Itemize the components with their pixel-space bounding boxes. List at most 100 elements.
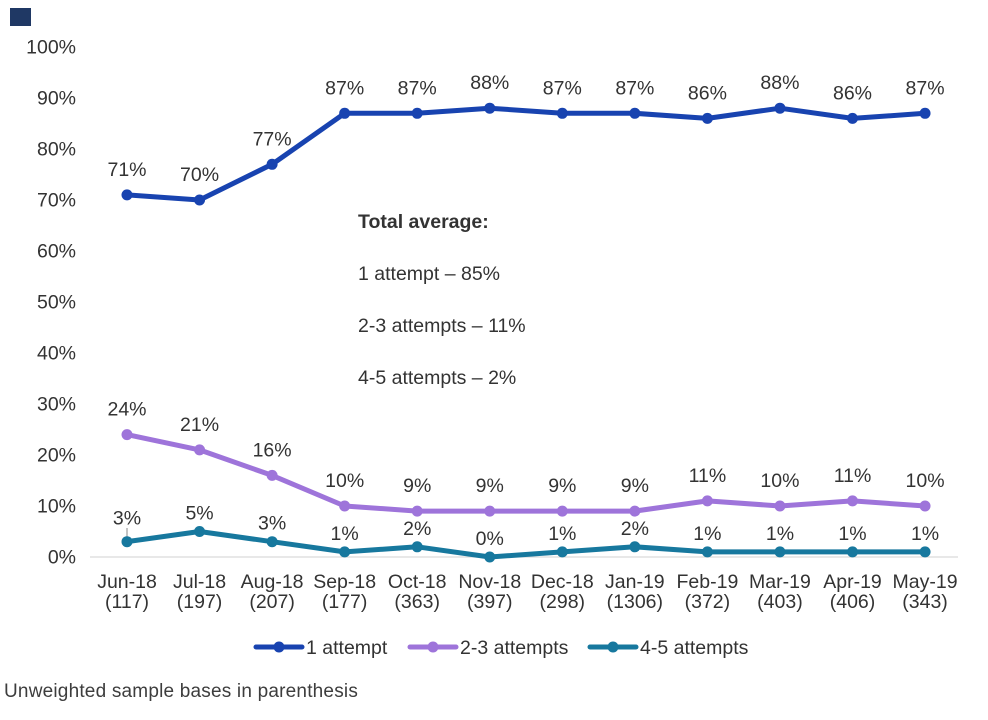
data-point-marker <box>194 526 206 537</box>
x-axis-base-label: (406) <box>830 591 876 613</box>
data-point-marker <box>774 102 786 114</box>
data-point-marker <box>339 500 351 512</box>
data-point-marker <box>847 495 858 507</box>
data-point-label: 9% <box>621 475 649 497</box>
data-point-marker <box>121 189 133 201</box>
y-axis-label: 70% <box>37 190 76 212</box>
data-point-label: 9% <box>403 475 431 497</box>
data-point-marker <box>484 551 496 563</box>
data-point-marker <box>411 107 423 119</box>
data-point-label: 3% <box>113 508 141 530</box>
x-axis-category-label: Jan-19 <box>605 571 665 593</box>
legend-swatch-dot <box>427 641 439 653</box>
data-point-marker <box>701 112 713 124</box>
x-axis-category-label: Aug-18 <box>241 571 304 593</box>
x-axis-category-label: Sep-18 <box>313 571 376 593</box>
y-axis-label: 90% <box>37 88 76 110</box>
data-point-label: 9% <box>476 475 504 497</box>
x-axis-category-label: Mar-19 <box>749 571 811 593</box>
data-point-label: 87% <box>906 77 945 99</box>
data-point-marker <box>339 546 351 558</box>
data-point-marker <box>484 505 496 517</box>
x-axis-base-label: (343) <box>902 591 948 613</box>
data-point-marker <box>121 536 133 548</box>
data-point-marker <box>266 536 278 548</box>
data-point-label: 3% <box>258 513 286 535</box>
data-point-marker <box>266 158 278 170</box>
y-axis-label: 100% <box>26 37 76 59</box>
annotation-line: 2-3 attempts – 11% <box>358 315 526 337</box>
data-point-label: 2% <box>621 518 649 540</box>
data-point-marker <box>556 107 568 119</box>
data-point-label: 21% <box>180 414 219 436</box>
y-axis-label: 40% <box>37 343 76 365</box>
data-point-label: 24% <box>107 399 146 421</box>
y-axis-label: 20% <box>37 445 76 467</box>
x-axis-base-label: (372) <box>685 591 731 613</box>
legend-swatch-dot <box>273 641 285 653</box>
x-axis-category-label: May-19 <box>893 571 958 593</box>
series-line-3 <box>124 529 928 560</box>
data-point-marker <box>919 546 931 558</box>
legend-item-label: 2-3 attempts <box>460 637 569 659</box>
data-point-marker <box>629 541 641 553</box>
data-point-label: 1% <box>548 523 576 545</box>
data-point-label: 71% <box>107 159 146 181</box>
data-point-label: 77% <box>253 128 292 150</box>
data-point-label: 1% <box>693 523 721 545</box>
x-axis-category-label: Feb-19 <box>677 571 739 593</box>
data-point-marker <box>556 546 568 558</box>
data-point-marker <box>194 444 206 456</box>
data-point-marker <box>411 541 423 553</box>
x-axis-category-label: Dec-18 <box>531 571 594 593</box>
data-point-marker <box>847 112 858 124</box>
y-axis-label: 10% <box>37 496 76 518</box>
legend-item-label: 1 attempt <box>306 637 388 659</box>
data-point-marker <box>629 505 641 517</box>
x-axis-base-label: (397) <box>467 591 513 613</box>
data-point-marker <box>919 500 931 512</box>
annotation-line: 4-5 attempts – 2% <box>358 367 516 389</box>
data-point-marker <box>266 469 278 481</box>
series-line-1 <box>124 105 928 203</box>
y-axis-label: 60% <box>37 241 76 263</box>
data-point-label: 16% <box>253 439 292 461</box>
data-point-label: 88% <box>760 72 799 94</box>
legend-swatch-dot <box>607 641 619 653</box>
corner-mark <box>10 8 31 26</box>
data-point-label: 10% <box>906 470 945 492</box>
legend-item-label: 4-5 attempts <box>640 637 749 659</box>
footer-note: Unweighted sample bases in parenthesis <box>4 681 359 702</box>
data-point-label: 9% <box>548 475 576 497</box>
data-point-marker <box>847 546 858 558</box>
x-axis-category-label: Apr-19 <box>823 571 882 593</box>
data-point-label: 11% <box>689 465 727 487</box>
y-axis-label: 30% <box>37 394 76 416</box>
x-axis-base-label: (298) <box>540 591 586 613</box>
data-point-label: 1% <box>331 523 359 545</box>
data-point-marker <box>484 102 496 114</box>
data-point-label: 87% <box>325 77 364 99</box>
x-axis-base-label: (117) <box>105 591 149 613</box>
data-point-marker <box>556 505 568 517</box>
x-axis-category-label: Jun-18 <box>97 571 157 593</box>
data-point-marker <box>411 505 423 517</box>
x-axis-category-label: Nov-18 <box>458 571 521 593</box>
x-axis-category-label: Jul-18 <box>173 571 226 593</box>
data-point-marker <box>339 107 351 119</box>
x-axis-category-label: Oct-18 <box>388 571 447 593</box>
x-axis-base-label: (197) <box>177 591 223 613</box>
y-axis-label: 80% <box>37 139 76 161</box>
data-point-marker <box>701 546 713 558</box>
data-point-label: 1% <box>911 523 939 545</box>
annotation-line: 1 attempt – 85% <box>358 263 500 285</box>
data-point-label: 0% <box>476 528 504 550</box>
data-point-label: 86% <box>833 82 872 104</box>
x-axis-base-label: (403) <box>757 591 803 613</box>
data-point-marker <box>774 500 786 512</box>
data-point-label: 10% <box>325 470 364 492</box>
data-point-marker <box>121 429 133 441</box>
annotation-title: Total average: <box>358 211 489 233</box>
